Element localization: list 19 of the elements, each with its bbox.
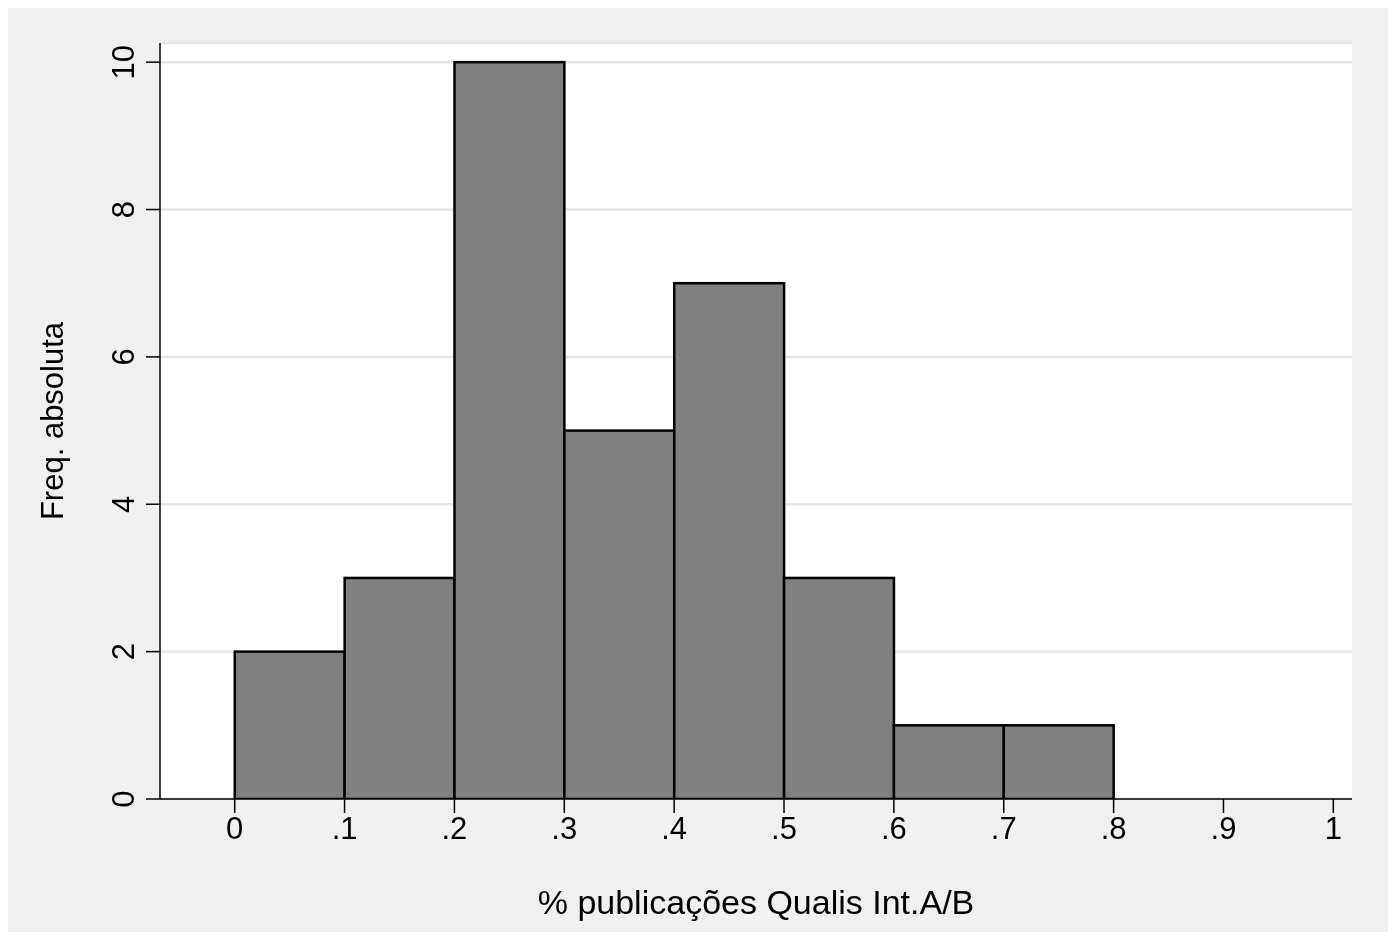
x-tick-label: .9	[1210, 811, 1237, 847]
x-tick-label: .7	[990, 811, 1017, 847]
x-tick-label: .3	[551, 811, 578, 847]
x-tick-label: 1	[1324, 811, 1342, 847]
x-tick-label: .1	[331, 811, 358, 847]
y-tick-label: 4	[106, 495, 141, 513]
x-tick-label: .2	[441, 811, 468, 847]
x-tick-label: .8	[1100, 811, 1127, 847]
y-tick-label: 0	[106, 790, 141, 808]
y-tick-label: 6	[106, 348, 141, 366]
y-tick-label: 10	[106, 44, 141, 80]
x-axis-title: % publicações Qualis Int.A/B	[537, 883, 975, 921]
y-tick-label: 8	[106, 200, 141, 219]
x-tick-label: .5	[771, 811, 797, 847]
x-tick-label: .6	[880, 811, 907, 847]
x-tick-label: .4	[661, 811, 688, 847]
x-tick-label: 0	[226, 811, 244, 847]
y-tick-label: 2	[106, 643, 141, 661]
y-axis-title: Freq. absoluta	[35, 321, 71, 521]
